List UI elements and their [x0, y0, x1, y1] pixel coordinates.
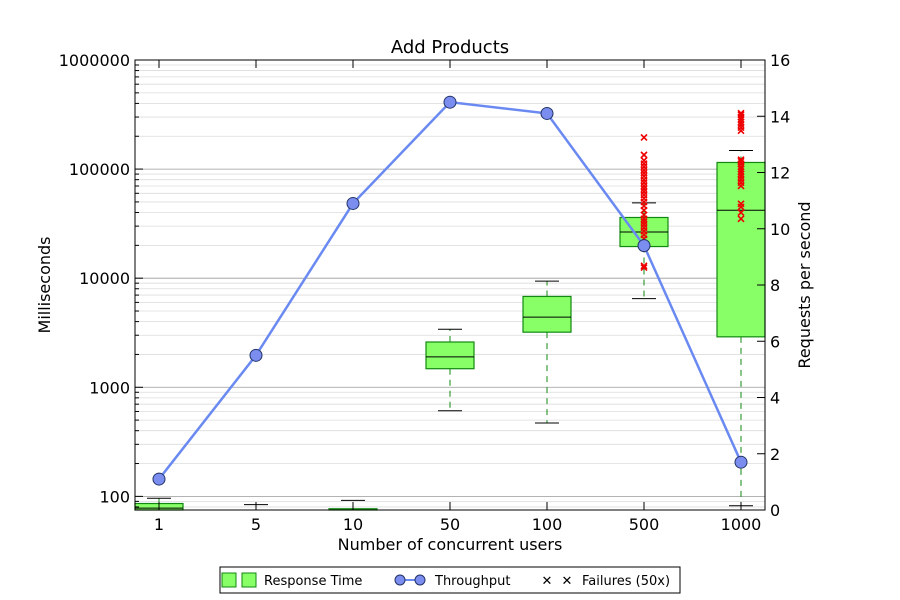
- x-tick-label: 500: [629, 515, 660, 534]
- plot-frame: [134, 59, 766, 511]
- failure-marker: [640, 151, 648, 159]
- failure-marker-stroke: [640, 264, 648, 272]
- throughput-point: [540, 106, 554, 120]
- failure-marker-stroke: [640, 151, 648, 159]
- failure-marker-stroke: [640, 133, 648, 142]
- legend-failure-swatch-1: ✕: [542, 574, 553, 589]
- failure-marker: [640, 133, 648, 142]
- y-right-tick-label: 0: [770, 501, 780, 520]
- failure-marker: [640, 262, 648, 270]
- legend-label-response-time: Response Time: [264, 574, 362, 589]
- y-right-tick-label: 12: [770, 164, 790, 183]
- y-axis-right-label: Requests per second: [795, 201, 814, 368]
- failure-marker: [737, 111, 745, 119]
- failure-marker-stroke: [737, 208, 745, 217]
- failure-marker: [737, 121, 745, 129]
- throughput-point: [346, 196, 360, 210]
- failure-marker: [737, 200, 745, 208]
- response-time-box: [522, 295, 572, 333]
- response-time-box: [425, 341, 475, 370]
- response-time-boxes: [134, 150, 766, 511]
- y-right-tick-label: 4: [770, 389, 780, 408]
- failure-marker: [737, 156, 745, 164]
- throughput-point: [249, 348, 263, 362]
- throughput-point: [443, 95, 457, 109]
- response-time-box: [716, 161, 766, 338]
- y-right-tick-label: 2: [770, 445, 780, 464]
- y-right-tick-label: 8: [770, 276, 780, 295]
- y-left-tick-label: 100000: [69, 160, 130, 179]
- legend-failure-swatch-2: ✕: [562, 574, 573, 589]
- x-tick-label: 5: [251, 515, 261, 534]
- failure-marker-stroke: [737, 156, 745, 164]
- legend-box-swatch-1: [221, 572, 237, 588]
- throughput-point: [637, 239, 651, 253]
- throughput-line: [158, 100, 743, 480]
- failure-marker: [737, 157, 745, 165]
- failure-marker-stroke: [640, 218, 648, 226]
- failure-marker-stroke: [737, 200, 745, 208]
- failure-marker: [737, 173, 745, 181]
- failure-marker-stroke: [737, 215, 745, 223]
- failure-marker-stroke: [640, 156, 648, 165]
- failure-marker-stroke: [640, 185, 648, 193]
- failure-marker-stroke: [737, 165, 745, 173]
- y-right-tick-label: 16: [770, 51, 790, 70]
- failure-marker: [640, 264, 648, 272]
- failure-marker-stroke: [640, 262, 648, 270]
- legend-marker-swatch-2: [414, 574, 426, 586]
- failure-marker: [737, 109, 745, 117]
- x-tick-label: 100: [532, 515, 563, 534]
- failure-marker: [640, 156, 648, 165]
- minor-gridlines: [135, 64, 765, 508]
- throughput-series: [152, 95, 748, 486]
- legend-label-throughput: Throughput: [434, 574, 511, 589]
- failure-marker: [640, 185, 648, 193]
- failure-marker: [640, 218, 648, 226]
- failure-marker-stroke: [737, 109, 745, 117]
- x-tick-label: 10: [343, 515, 363, 534]
- failure-marker-stroke: [737, 173, 745, 181]
- legend: Response Time Throughput ✕ ✕ Failures (5…: [219, 566, 681, 594]
- y-left-tick-label: 100: [99, 487, 130, 506]
- failure-marker-stroke: [737, 111, 745, 119]
- failure-marker: [737, 208, 745, 217]
- legend-label-failures: Failures (50x): [582, 574, 670, 589]
- y-axis-left-label: Milliseconds: [35, 237, 54, 334]
- throughput-point: [152, 472, 166, 486]
- y-left-tick-label: 1000000: [59, 51, 130, 70]
- legend-marker-swatch-1: [394, 574, 406, 586]
- x-tick-label: 1: [154, 515, 164, 534]
- x-tick-label: 1000: [721, 515, 762, 534]
- failure-marker-stroke: [737, 121, 745, 129]
- failure-marker: [737, 165, 745, 173]
- x-tick-label: 50: [440, 515, 460, 534]
- y-right-tick-label: 6: [770, 332, 780, 351]
- legend-frame: [219, 566, 681, 594]
- y-right-tick-label: 10: [770, 220, 790, 239]
- chart-title: Add Products: [391, 37, 509, 58]
- throughput-point: [734, 455, 748, 469]
- legend-box-swatch-2: [241, 572, 257, 588]
- x-axis-label: Number of concurrent users: [338, 535, 563, 554]
- axes: 100 1000 10000 100000 1000000 0 2 4 6 8 10 12 14 16 1 5…: [59, 51, 791, 534]
- y-right-tick-label: 14: [770, 107, 790, 126]
- failure-marker: [737, 215, 745, 223]
- failure-markers: [640, 109, 745, 272]
- y-left-tick-label: 1000: [89, 378, 130, 397]
- y-left-tick-label: 10000: [79, 269, 130, 288]
- failure-marker-stroke: [737, 157, 745, 165]
